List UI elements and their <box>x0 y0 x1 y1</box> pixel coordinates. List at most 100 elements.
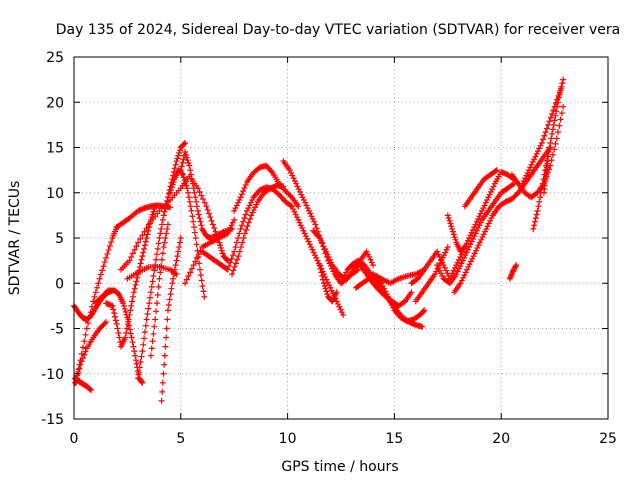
data-point <box>178 163 185 170</box>
data-point <box>479 234 486 241</box>
data-point <box>379 282 386 289</box>
data-point <box>519 180 526 187</box>
data-point <box>336 303 343 310</box>
data-point <box>322 285 329 292</box>
data-point <box>189 180 196 187</box>
data-point <box>168 285 175 292</box>
data-point <box>164 221 171 228</box>
data-point <box>458 277 465 284</box>
data-point <box>341 272 348 279</box>
data-point <box>552 140 559 147</box>
data-point <box>461 244 468 251</box>
data-point <box>160 370 167 377</box>
data-point <box>187 167 194 174</box>
data-point <box>228 255 235 262</box>
data-point <box>522 175 529 182</box>
data-point <box>164 307 171 314</box>
data-point <box>158 225 165 232</box>
data-point <box>179 159 186 166</box>
data-point <box>470 226 477 233</box>
data-point <box>196 188 203 195</box>
data-point <box>157 269 164 276</box>
data-point <box>159 388 166 395</box>
data-point <box>235 253 242 260</box>
data-point <box>208 217 215 224</box>
data-point <box>164 225 171 232</box>
data-point <box>307 210 314 217</box>
data-point <box>141 335 148 342</box>
x-tick-label: 15 <box>385 431 403 447</box>
data-point <box>181 177 188 184</box>
data-point <box>536 198 543 205</box>
data-point <box>130 289 137 296</box>
data-point <box>73 375 80 382</box>
data-point <box>239 239 246 246</box>
data-point <box>552 100 559 107</box>
data-point <box>489 186 496 193</box>
data-point <box>530 225 537 232</box>
data-point <box>163 325 170 332</box>
data-point <box>148 283 155 290</box>
data-point <box>323 248 330 255</box>
series-arc-28 <box>408 168 518 287</box>
data-point <box>483 225 490 232</box>
data-point <box>551 146 558 153</box>
data-point <box>451 234 458 241</box>
data-point <box>420 308 427 315</box>
data-point <box>459 257 466 264</box>
x-axis-label: GPS time / hours <box>281 459 398 475</box>
data-point <box>318 269 325 276</box>
data-point <box>436 254 443 261</box>
data-point <box>177 235 184 241</box>
data-point <box>227 259 234 266</box>
data-point <box>537 194 544 201</box>
data-point <box>317 265 324 272</box>
data-point <box>171 165 178 172</box>
data-point <box>167 204 174 211</box>
data-point <box>547 114 554 121</box>
data-point <box>546 144 553 151</box>
data-point <box>291 208 298 215</box>
data-point <box>153 256 160 263</box>
data-point <box>443 246 450 253</box>
data-point <box>195 251 202 258</box>
data-point <box>139 253 146 260</box>
x-tick-label: 25 <box>599 431 617 447</box>
data-point <box>187 269 194 276</box>
data-point <box>151 323 158 330</box>
data-point <box>299 194 306 201</box>
data-point <box>338 280 344 287</box>
series-arc-22 <box>316 262 340 305</box>
data-point <box>238 244 245 251</box>
data-point <box>464 237 471 244</box>
data-point <box>159 256 166 263</box>
data-point <box>311 252 318 259</box>
data-point <box>467 258 474 265</box>
data-point <box>549 151 556 158</box>
data-point <box>183 276 190 283</box>
y-tick-label: -10 <box>41 367 64 383</box>
data-point <box>545 153 552 160</box>
data-point <box>292 211 299 218</box>
data-point <box>480 205 487 212</box>
data-point <box>187 203 194 210</box>
data-point <box>325 254 332 261</box>
data-point <box>176 244 183 251</box>
data-point <box>197 218 204 225</box>
data-point <box>112 317 119 324</box>
data-point <box>163 230 170 237</box>
data-point <box>465 263 472 270</box>
data-point <box>244 223 251 230</box>
data-point <box>535 203 542 210</box>
data-point <box>235 235 242 241</box>
data-point <box>170 275 177 282</box>
data-point <box>328 287 335 294</box>
data-point <box>249 209 256 216</box>
data-point <box>300 196 307 203</box>
data-point <box>421 307 428 314</box>
y-tick-label: 20 <box>46 95 64 111</box>
data-point <box>176 149 183 156</box>
data-point <box>419 323 426 330</box>
data-point <box>240 235 247 241</box>
data-point <box>224 266 231 273</box>
